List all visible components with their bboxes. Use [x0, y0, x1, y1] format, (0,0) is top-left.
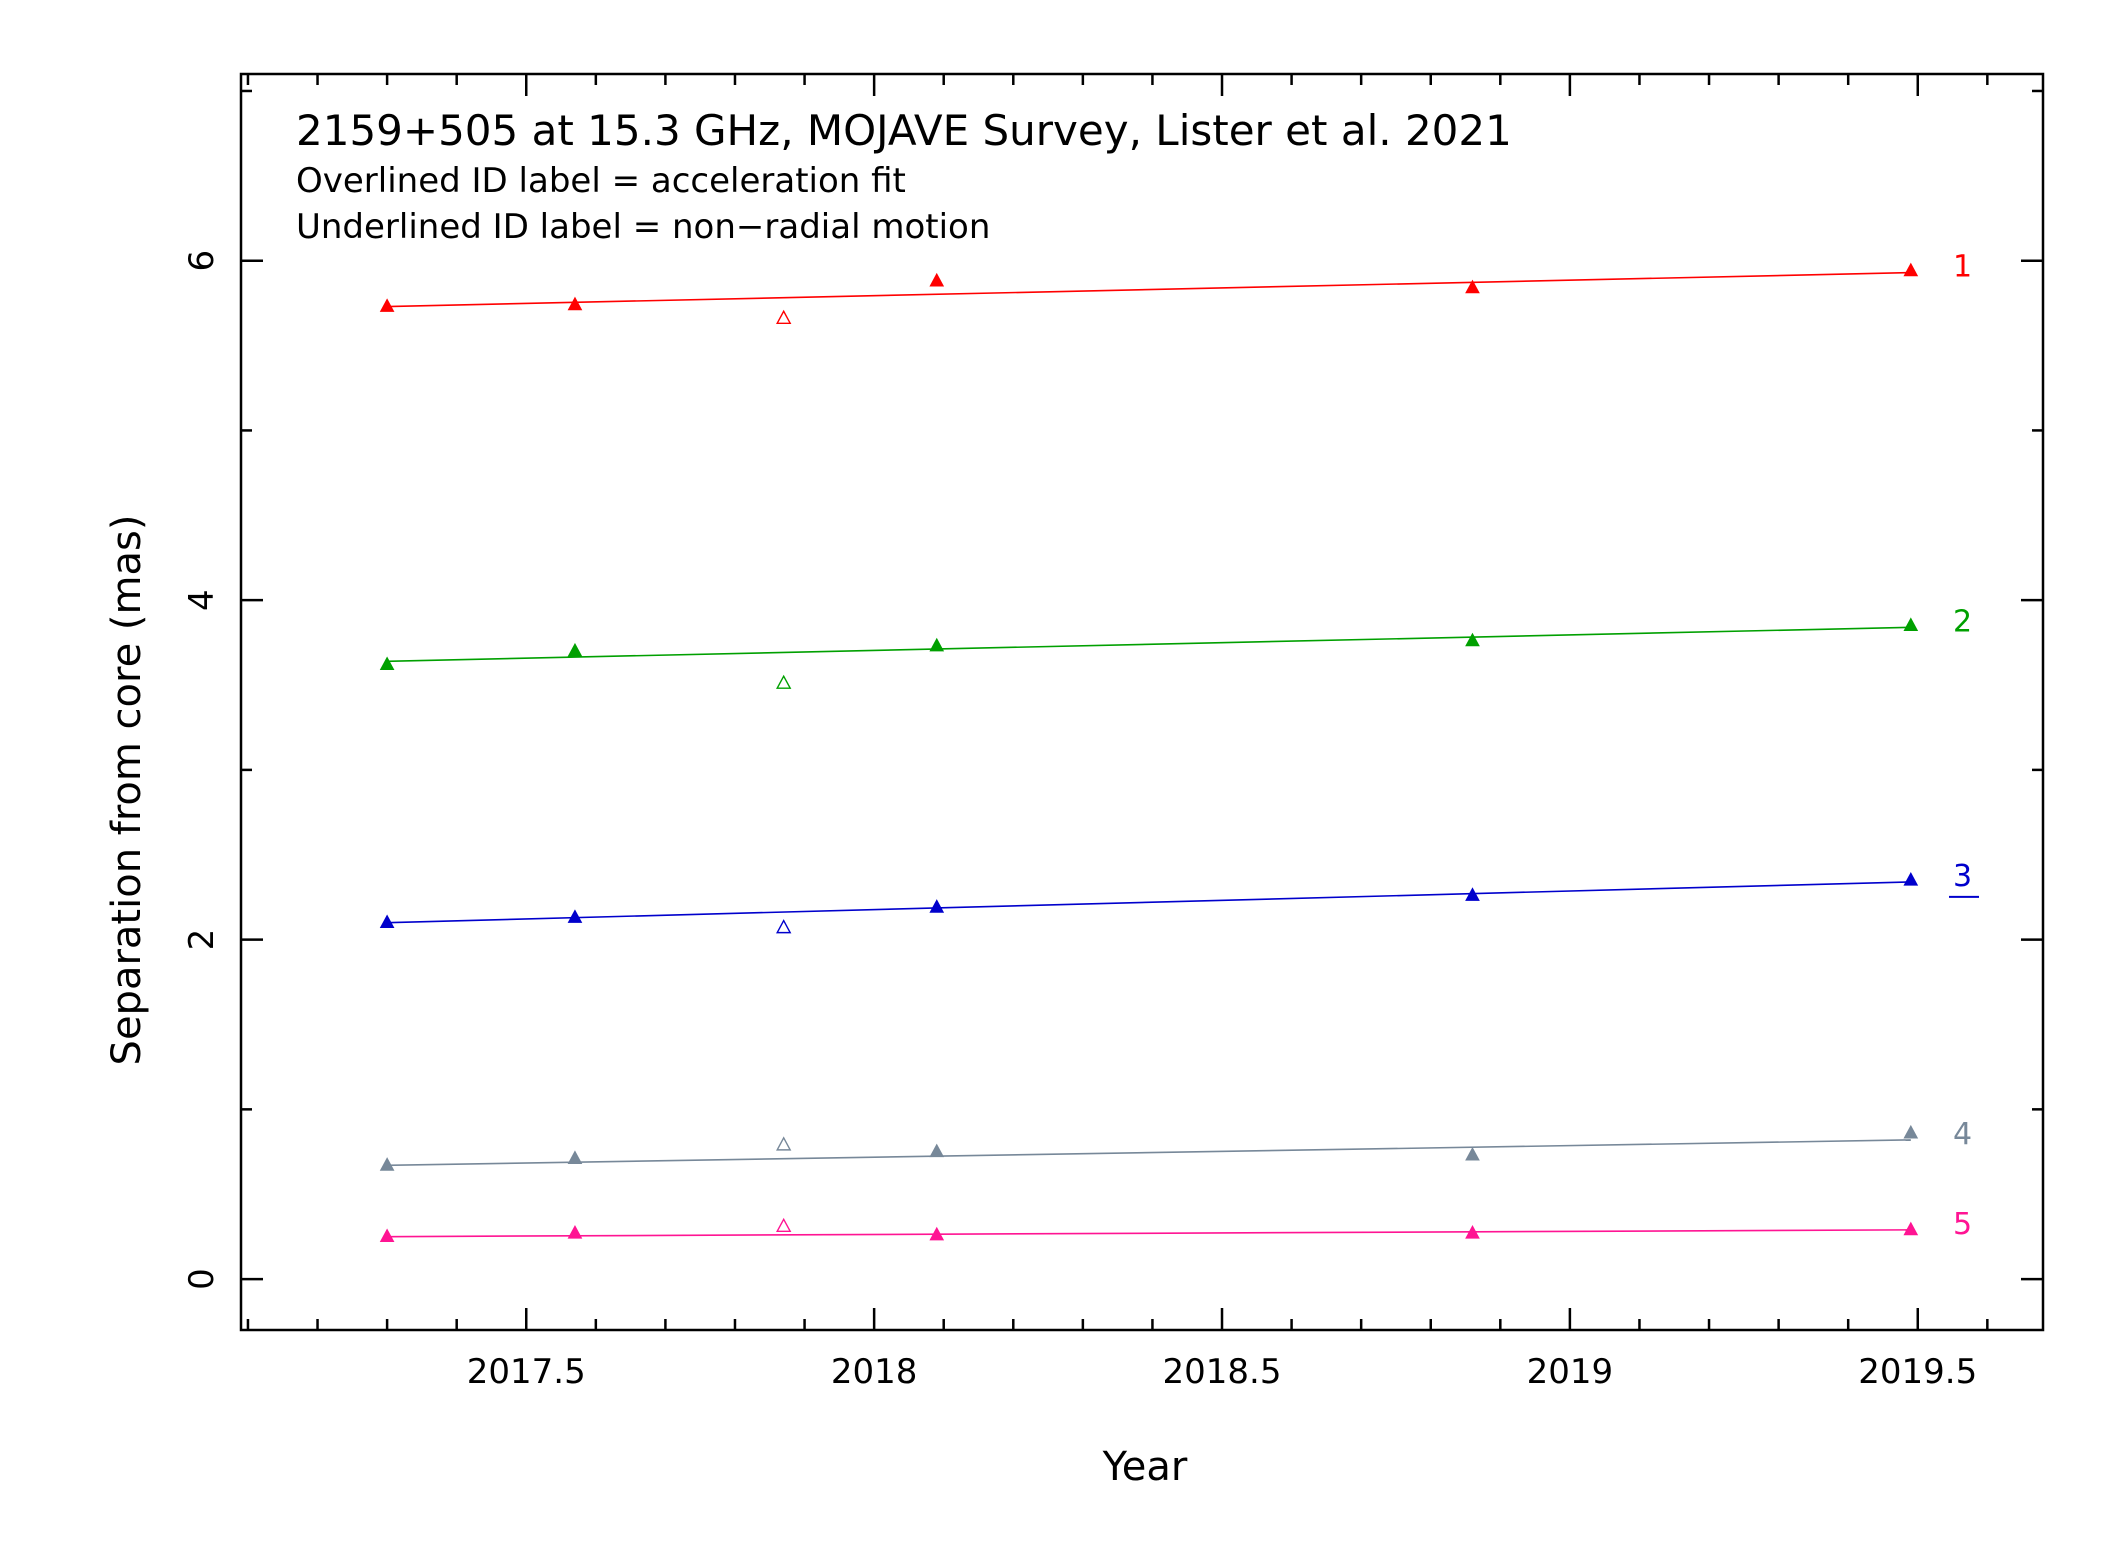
data-point-open [776, 919, 792, 934]
series-id-label-3: 3 [1953, 859, 1972, 894]
legend-note-overline: Overlined ID label = acceleration fit [296, 161, 906, 201]
fit-line-5 [387, 1229, 1911, 1238]
x-tick-label: 2018.5 [1163, 1352, 1282, 1392]
x-tick-label: 2017.5 [467, 1352, 586, 1392]
x-axis-label: Year [1102, 1444, 1188, 1490]
data-point [929, 899, 945, 913]
chart-title: 2159+505 at 15.3 GHz, MOJAVE Survey, Lis… [296, 106, 1512, 155]
fit-line-3 [387, 881, 1911, 924]
data-point-open [776, 309, 792, 324]
y-axis-label: Separation from core (mas) [104, 515, 150, 1066]
plot-frame [239, 72, 2045, 1332]
data-point [1465, 1225, 1480, 1239]
data-point [1465, 887, 1480, 901]
data-point [929, 272, 945, 287]
series-4: 4 [379, 1117, 1972, 1171]
data-point [1903, 1221, 1919, 1236]
fit-line-1 [387, 271, 1911, 308]
data-point [379, 298, 395, 312]
data-point [1903, 262, 1919, 277]
data-point [1465, 632, 1480, 647]
x-tick-label: 2018 [831, 1352, 918, 1392]
y-tick-label: 6 [182, 250, 222, 272]
data-point [929, 637, 945, 652]
fit-line-4 [387, 1139, 1911, 1167]
plot-area: 1 2 3 4 5 [379, 250, 1979, 1243]
data-point-open [776, 1136, 792, 1151]
data-point [1465, 1146, 1480, 1161]
data-point [379, 1157, 395, 1171]
data-point [567, 1225, 583, 1239]
data-point [567, 909, 583, 923]
series-id-label-5: 5 [1953, 1207, 1972, 1242]
data-point [929, 1143, 945, 1158]
legend-note-underline: Underlined ID label = non−radial motion [296, 207, 990, 247]
data-point [1903, 1124, 1919, 1139]
series-id-label-2: 2 [1953, 604, 1972, 639]
y-tick-label: 2 [182, 929, 222, 951]
data-point [379, 914, 395, 929]
y-tick-label: 4 [182, 589, 222, 611]
data-point-open [776, 674, 792, 689]
fit-line-2 [387, 626, 1911, 663]
axes: 2017.5 2018 2018.5 2019 2019.5 0 2 4 6 [182, 74, 2043, 1392]
data-point-open [776, 1217, 792, 1233]
data-point [379, 1228, 395, 1243]
series-1: 1 [379, 250, 1972, 324]
data-point [379, 656, 395, 671]
data-point [929, 1226, 945, 1241]
data-point [1903, 872, 1919, 886]
series-2: 2 [379, 604, 1972, 689]
data-point [1465, 279, 1480, 294]
data-point [567, 296, 583, 311]
series-3: 3 [379, 859, 1979, 934]
data-point [567, 642, 583, 657]
data-point [567, 1150, 583, 1164]
series-id-label-1: 1 [1953, 250, 1972, 285]
y-tick-label: 0 [182, 1268, 222, 1290]
x-tick-label: 2019 [1527, 1352, 1614, 1392]
data-point [1903, 617, 1919, 631]
x-tick-label: 2019.5 [1858, 1352, 1977, 1392]
series-5: 5 [379, 1207, 1972, 1243]
series-id-label-4: 4 [1953, 1117, 1972, 1152]
